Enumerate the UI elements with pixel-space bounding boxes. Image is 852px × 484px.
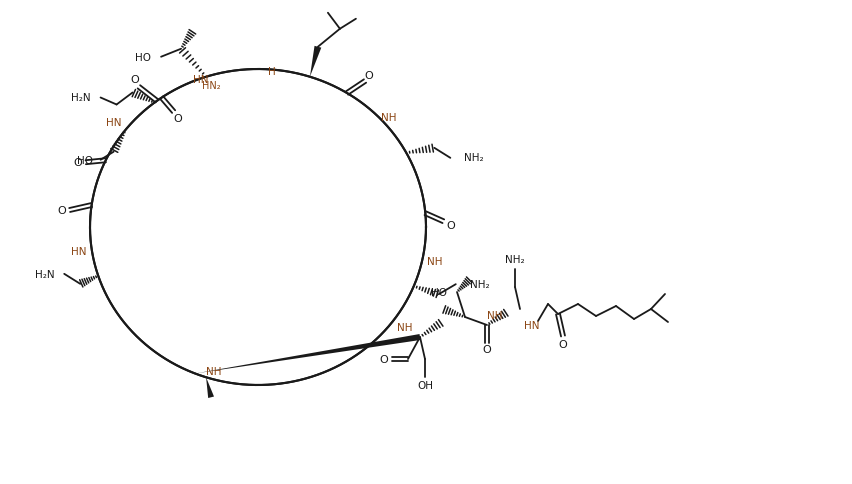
- Text: NH: NH: [486, 310, 502, 320]
- Text: O: O: [173, 113, 181, 123]
- Text: O: O: [379, 354, 388, 364]
- Text: NH₂: NH₂: [504, 255, 524, 264]
- Text: H₂N: H₂N: [35, 269, 55, 279]
- Text: H: H: [268, 67, 275, 77]
- Text: HO: HO: [135, 53, 151, 62]
- Text: NH: NH: [426, 257, 441, 266]
- Polygon shape: [309, 47, 321, 77]
- Text: HN: HN: [524, 320, 539, 330]
- Text: HO: HO: [430, 287, 446, 297]
- Text: HO: HO: [77, 155, 93, 166]
- Text: O: O: [130, 75, 139, 85]
- Text: HN: HN: [106, 118, 121, 127]
- Text: H₂N: H₂N: [71, 93, 90, 103]
- Text: NH: NH: [397, 322, 412, 333]
- Text: NH₂: NH₂: [463, 152, 483, 163]
- Text: HN: HN: [193, 75, 209, 85]
- Polygon shape: [195, 334, 420, 374]
- Text: HN₂: HN₂: [202, 80, 220, 91]
- Text: NH: NH: [381, 113, 396, 123]
- Text: O: O: [57, 206, 66, 215]
- Text: O: O: [364, 71, 373, 81]
- Text: O: O: [482, 344, 491, 354]
- Polygon shape: [206, 378, 214, 398]
- Text: NH: NH: [206, 366, 222, 377]
- Text: NH₂: NH₂: [469, 280, 489, 289]
- Text: O: O: [73, 158, 82, 168]
- Text: O: O: [558, 339, 567, 349]
- Text: O: O: [446, 221, 454, 231]
- Text: HN: HN: [71, 246, 86, 256]
- Text: OH: OH: [417, 380, 433, 390]
